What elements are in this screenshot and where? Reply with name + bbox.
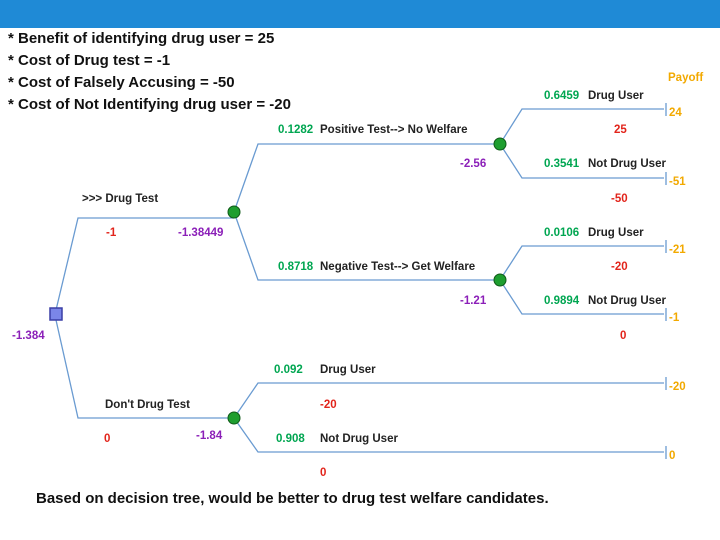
drug-test-value: -1.38449 — [178, 227, 224, 239]
positive-user-label: Drug User — [588, 90, 644, 102]
negative-nonuser-gain: 0 — [620, 330, 627, 342]
conclusion-text: Based on decision tree, would be better … — [36, 490, 549, 507]
positive-label: Positive Test--> No Welfare — [320, 124, 468, 136]
branch-positive-nonuser — [499, 143, 664, 179]
assumption-benefit: * Benefit of identifying drug user = 25 — [8, 30, 275, 47]
no-test-nonuser-prob: 0.908 — [276, 433, 305, 445]
negative-prob: 0.8718 — [278, 261, 314, 273]
positive-nonuser-gain: -50 — [611, 193, 628, 205]
branch-notest-user — [233, 382, 664, 419]
drug-test-label: >>> Drug Test — [82, 193, 159, 205]
chance-node-positive — [493, 137, 507, 151]
branch-notest-nonuser — [233, 417, 664, 453]
negative-label: Negative Test--> Get Welfare — [320, 261, 476, 273]
assumption-false-accuse: * Cost of Falsely Accusing = -50 — [8, 74, 235, 91]
no-test-user-payoff: -20 — [669, 381, 686, 393]
negative-user-payoff: -21 — [669, 244, 686, 256]
positive-user-gain: 25 — [614, 124, 627, 136]
positive-prob: 0.1282 — [278, 124, 314, 136]
branch-positive-user — [499, 108, 664, 145]
negative-user-gain: -20 — [611, 261, 628, 273]
branch-positive — [233, 143, 500, 213]
assumption-not-identify: * Cost of Not Identifying drug user = -2… — [8, 96, 291, 113]
positive-user-prob: 0.6459 — [544, 90, 580, 102]
no-test-nonuser-payoff: 0 — [669, 450, 676, 462]
branch-drug-test — [55, 217, 234, 311]
no-test-user-prob: 0.092 — [274, 364, 303, 376]
negative-user-label: Drug User — [588, 227, 644, 239]
no-test-nonuser-gain: 0 — [320, 467, 327, 479]
positive-nonuser-prob: 0.3541 — [544, 158, 580, 170]
positive-user-payoff: 24 — [669, 107, 682, 119]
negative-nonuser-payoff: -1 — [669, 312, 680, 324]
negative-nonuser-prob: 0.9894 — [544, 295, 580, 307]
no-test-user-gain: -20 — [320, 399, 337, 411]
chance-node-no-test — [227, 411, 241, 425]
branch-negative — [233, 211, 500, 281]
no-test-value: -1.84 — [196, 430, 223, 442]
negative-user-prob: 0.0106 — [544, 227, 580, 239]
chance-node-negative — [493, 273, 507, 287]
no-test-cost: 0 — [104, 433, 111, 445]
branch-negative-user — [499, 245, 664, 281]
payoff-header: Payoff — [668, 72, 704, 84]
branch-negative-nonuser — [499, 279, 664, 315]
no-test-label: Don't Drug Test — [105, 399, 190, 411]
branch-no-test — [55, 319, 234, 419]
positive-nonuser-payoff: -51 — [669, 176, 686, 188]
drug-test-cost: -1 — [106, 227, 117, 239]
chance-node-drug-test — [227, 205, 241, 219]
negative-nonuser-label: Not Drug User — [588, 295, 666, 307]
decision-node — [49, 307, 63, 321]
no-test-nonuser-label: Not Drug User — [320, 433, 398, 445]
negative-value: -1.21 — [460, 295, 487, 307]
root-value: -1.384 — [12, 330, 45, 342]
header-bar — [0, 0, 720, 28]
positive-nonuser-label: Not Drug User — [588, 158, 666, 170]
assumption-test-cost: * Cost of Drug test = -1 — [8, 52, 171, 69]
no-test-user-label: Drug User — [320, 364, 376, 376]
positive-value: -2.56 — [460, 158, 487, 170]
